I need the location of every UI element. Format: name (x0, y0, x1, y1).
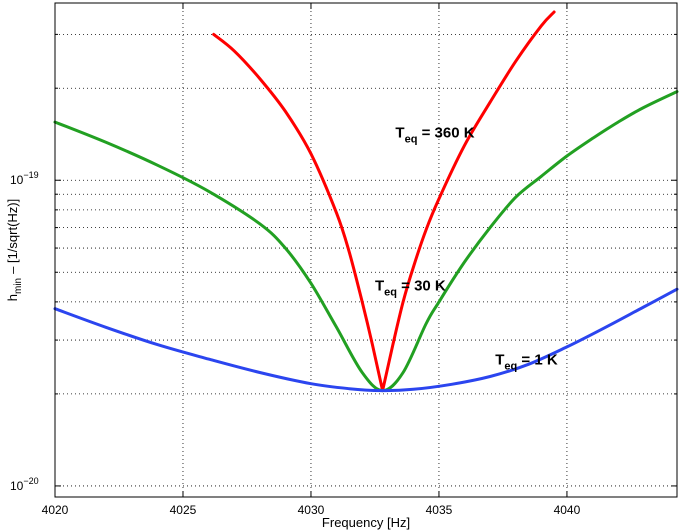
series-group (53, 10, 679, 393)
annotation-rest: = 30 K (397, 278, 446, 295)
y-axis-title-main: h (5, 294, 20, 301)
annotation-main: T (495, 351, 504, 368)
x-tick-label: 4040 (554, 503, 581, 517)
x-tick-label: 4020 (42, 503, 69, 517)
y-tick-label: 10−20 (10, 476, 39, 493)
annotation-sub: eq (384, 287, 397, 299)
series-annotation: Teq = 30 K (375, 278, 446, 299)
series-line (53, 90, 679, 393)
x-axis-title: Frequency [Hz] (322, 515, 410, 530)
annotation-rest: = 360 K (417, 124, 474, 141)
annotation-rest: = 1 K (517, 351, 558, 368)
series-line (53, 287, 679, 393)
series-annotation: Teq = 360 K (395, 124, 474, 145)
annotation-main: T (375, 278, 384, 295)
y-tick-label-base: 10 (10, 173, 24, 187)
series-annotation: Teq = 1 K (495, 351, 558, 372)
y-axis-title-rest: – [1/sqrt(Hz)] (5, 199, 20, 274)
x-tick-label: 4035 (426, 503, 453, 517)
x-tick-label: 4030 (298, 503, 325, 517)
y-tick-label-exp: −19 (23, 170, 38, 180)
annotation-sub: eq (504, 360, 517, 372)
annotation-main: T (395, 124, 404, 141)
annotation-sub: eq (405, 133, 418, 145)
grid (54, 3, 677, 497)
y-tick-label-exp: −20 (23, 476, 38, 486)
plot-frame (54, 2, 678, 498)
y-axis-title-sub: min (13, 278, 24, 294)
y-tick-label: 10−19 (10, 170, 39, 187)
x-tick-label: 4025 (170, 503, 197, 517)
series-line (212, 10, 556, 393)
y-axis-title: hmin – [1/sqrt(Hz)] (5, 199, 24, 301)
y-tick-label-base: 10 (10, 479, 24, 493)
